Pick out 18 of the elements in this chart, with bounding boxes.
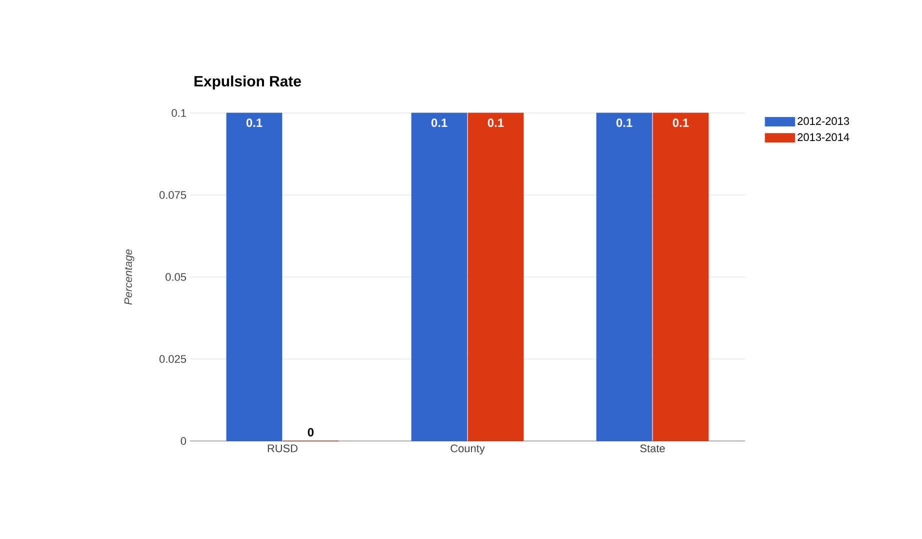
- y-tick-label: 0.075: [159, 191, 186, 199]
- y-tick-label: 0.025: [159, 355, 186, 363]
- y-axis-title: Percentage: [124, 249, 134, 305]
- y-tick-label: 0.1: [172, 109, 186, 117]
- data-label: 0.1: [488, 118, 504, 127]
- chart-title: Expulsion Rate: [194, 76, 301, 90]
- legend-label: 2013-2014: [798, 133, 850, 142]
- x-tick-label: County: [450, 444, 485, 454]
- x-tick-label: RUSD: [268, 444, 298, 452]
- data-label: 0: [308, 428, 314, 436]
- y-tick-label: 0.05: [166, 273, 186, 281]
- data-label: 0.1: [616, 118, 632, 127]
- legend-label: 2012-2013: [798, 117, 850, 125]
- data-label: 0.1: [246, 118, 262, 127]
- y-tick-label: 0: [180, 437, 186, 445]
- x-tick-label: State: [640, 444, 665, 452]
- data-label: 0.1: [431, 118, 448, 127]
- data-label: 0.1: [672, 118, 689, 127]
